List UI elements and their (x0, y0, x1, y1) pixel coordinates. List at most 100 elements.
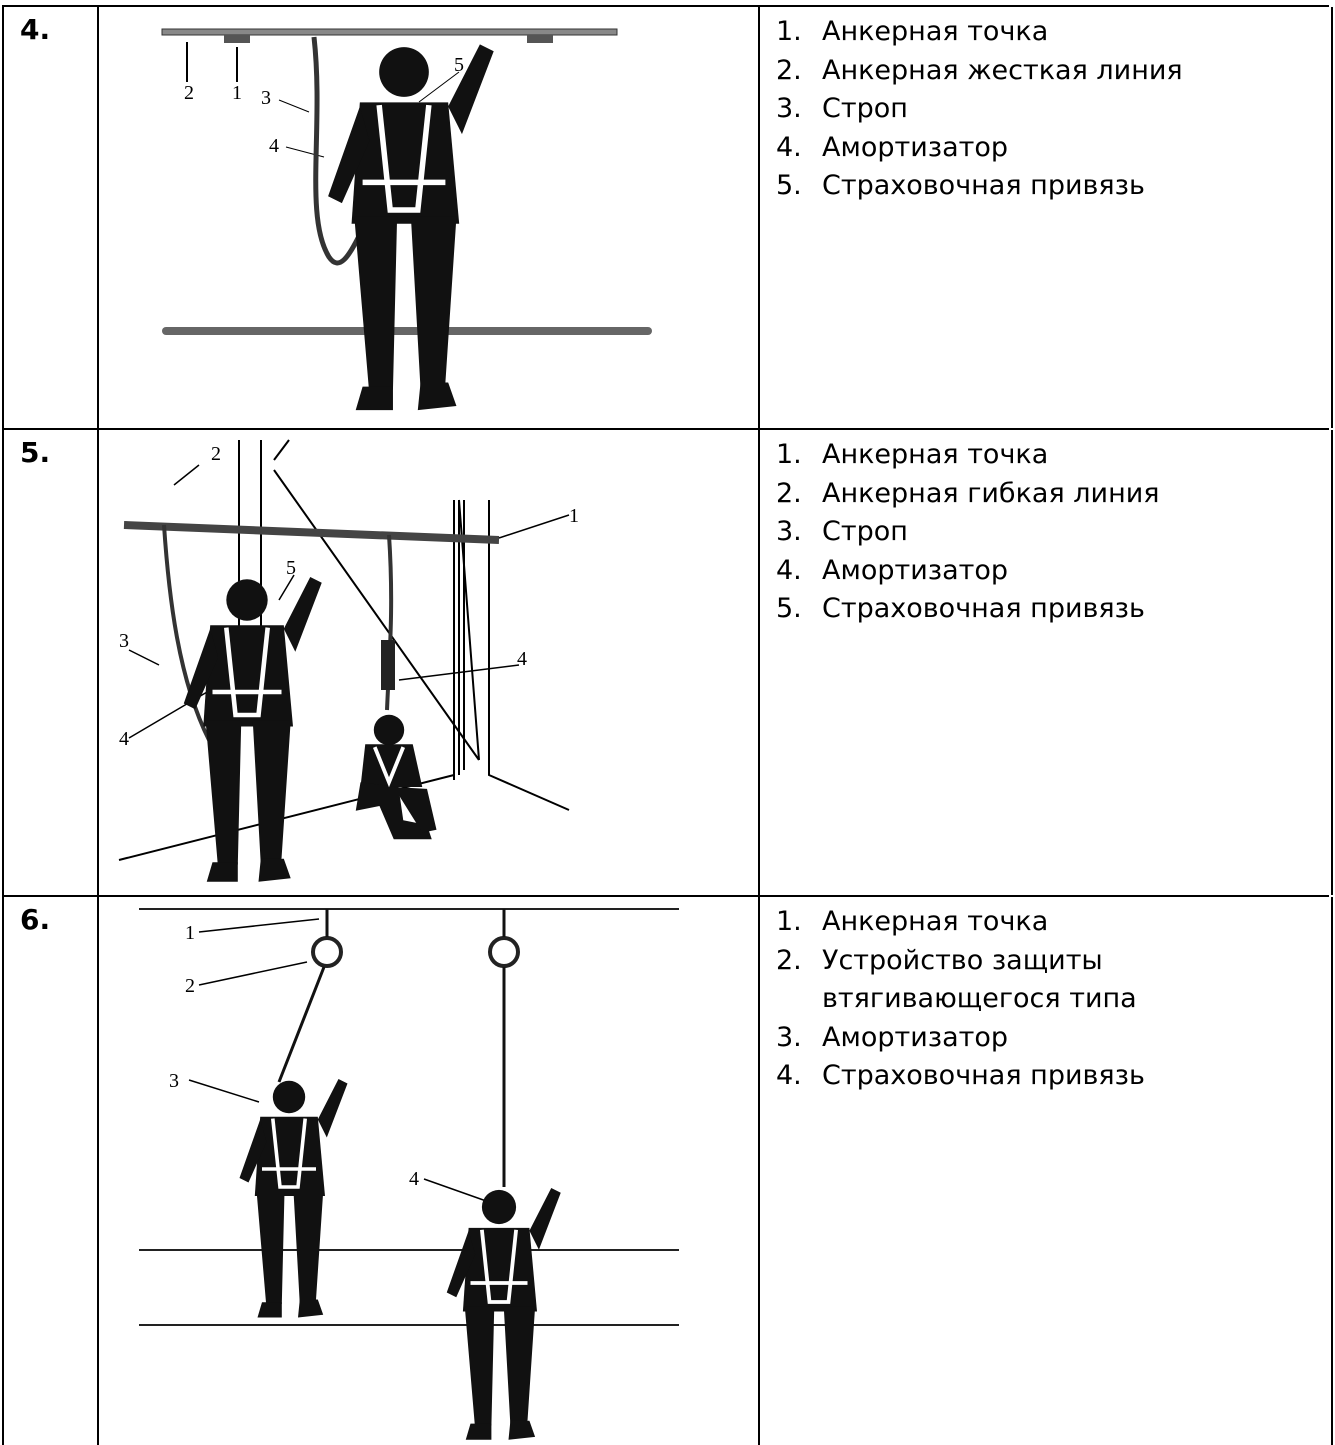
figure-cell: 1 2 3 4 (97, 897, 760, 1445)
lanyard (311, 36, 364, 266)
item-number: 1. (776, 16, 802, 47)
item-text: Анкерная точка (822, 906, 1049, 937)
silhouette-part (373, 714, 405, 746)
structure (118, 500, 570, 861)
harness (470, 1229, 528, 1304)
legend-item: 4. Страховочная привязь (776, 1057, 1206, 1096)
anchor (527, 35, 553, 43)
silhouette-part (254, 1116, 325, 1196)
item-number: 4. (776, 554, 802, 586)
lifeline (277, 909, 506, 1187)
item-number: 2. (776, 944, 802, 976)
item-text: Анкерная точка (822, 439, 1049, 470)
item-number: 4. (776, 131, 802, 163)
legend-item: 2. Анкерная жесткая линия (776, 52, 1206, 91)
item-text: Устройство защиты втягивающегося типа (822, 944, 1137, 1015)
silhouette-part (465, 1420, 536, 1440)
worker (446, 1188, 561, 1440)
item-number: 1. (776, 439, 802, 470)
silhouette-part (256, 1191, 324, 1309)
item-text: Амортизатор (822, 554, 1009, 586)
illustration: 2 1 3 4 5 (161, 28, 652, 411)
arrow (188, 918, 490, 1203)
worker (355, 714, 437, 840)
floor (162, 327, 652, 335)
callout: 3 (119, 630, 129, 652)
callout: 4 (409, 1168, 419, 1190)
absorber (381, 640, 395, 690)
retractable-device (488, 936, 520, 968)
worker (328, 44, 494, 411)
legend-cell: 1. Анкерная точка 2. Устройство защиты втяг… (758, 897, 1333, 1445)
row-number: 5. (20, 436, 51, 469)
item-text: Страховочная привязь (822, 170, 1145, 201)
silhouette-part (183, 577, 322, 710)
item-number: 4. (776, 1060, 802, 1091)
silhouette-part (328, 44, 494, 204)
row-number: 4. (20, 13, 51, 46)
harness (372, 746, 406, 788)
legend-item: 1. Анкерная точка (776, 436, 1206, 475)
legend-cell: 1. Анкерная точка 2. Анкерная жесткая линия… (758, 7, 1333, 428)
item-number: 5. (776, 593, 802, 624)
silhouette-part (355, 382, 457, 411)
callout: 1 (569, 505, 579, 527)
item-number: 3. (776, 93, 802, 124)
item-number: 3. (776, 516, 802, 547)
legend-item: 4. Амортизатор (776, 552, 1206, 591)
item-number: 1. (776, 906, 802, 937)
table-row: 4. 2 1 3 4 5 1. Анкерная точка 2. Ан (2, 5, 1333, 428)
legend-item: 5. Страховочная привязь (776, 590, 1206, 629)
callout: 4 (119, 728, 129, 750)
legend-cell: 1. Анкерная точка 2. Анкерная гибкая линия 3… (758, 430, 1333, 895)
legend-item: 1. Анкерная точка (776, 903, 1206, 942)
legend-list: 1. Анкерная точка 2. Анкерная гибкая линия 3… (776, 436, 1206, 629)
item-text: Амортизатор (822, 1021, 1009, 1053)
harness (261, 1118, 317, 1189)
item-text: Амортизатор (822, 131, 1009, 163)
item-number: 2. (776, 477, 802, 509)
callout: 1 (232, 82, 242, 104)
callout: 4 (517, 648, 527, 670)
item-text: Анкерная жесткая линия (822, 54, 1183, 86)
figure-cell: 2 1 5 3 4 4 (97, 430, 760, 895)
item-text: Страховочная привязь (822, 1060, 1145, 1091)
silhouette-part (239, 1079, 348, 1183)
legend-item: 3. Амортизатор (776, 1019, 1206, 1058)
item-text: Страховочная привязь (822, 593, 1145, 624)
number-cell: 6. (2, 897, 99, 1445)
silhouette-part (226, 579, 268, 621)
figure-cell: 2 1 3 4 5 (97, 7, 760, 428)
silhouette-part (206, 858, 291, 882)
legend-list: 1. Анкерная точка 2. Устройство защиты втяг… (776, 903, 1206, 1096)
legend-list: 1. Анкерная точка 2. Анкерная жесткая линия… (776, 13, 1206, 206)
table-row: 6. 1 2 3 4 1. Анкерная точка 2. Устройство … (2, 895, 1333, 1445)
structure (139, 908, 679, 1326)
harness (212, 627, 282, 718)
callout: 2 (185, 975, 195, 997)
silhouette-part (272, 1080, 306, 1114)
arrow (128, 464, 570, 739)
silhouette-part (379, 47, 429, 97)
item-text: Строп (822, 93, 908, 124)
number-cell: 5. (2, 430, 99, 895)
callout: 5 (454, 54, 464, 76)
row-number: 6. (20, 903, 51, 936)
illustration: 1 2 3 4 (139, 908, 679, 1440)
callout: 4 (269, 135, 279, 157)
illustration: 2 1 5 3 4 4 (118, 439, 579, 882)
legend-item: 4. Амортизатор (776, 129, 1206, 168)
item-number: 5. (776, 170, 802, 201)
legend-item: 5. Страховочная привязь (776, 167, 1206, 206)
arrow (278, 99, 310, 113)
legend-item: 3. Строп (776, 513, 1206, 552)
silhouette-part (203, 625, 293, 727)
item-text: Анкерная гибкая линия (822, 477, 1160, 509)
silhouette-part (481, 1189, 517, 1225)
rigid-line (161, 28, 618, 36)
worker (239, 1079, 348, 1318)
anchor (224, 35, 250, 43)
legend-item: 1. Анкерная точка (776, 13, 1206, 52)
retractable-device (311, 936, 343, 968)
silhouette-part (205, 720, 291, 871)
